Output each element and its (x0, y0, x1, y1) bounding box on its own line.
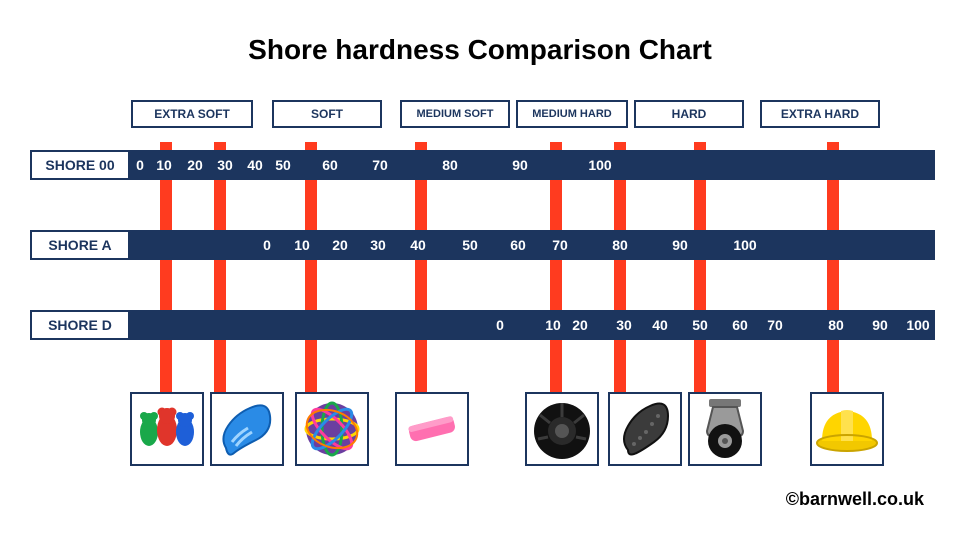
scale-tick: 30 (616, 317, 632, 333)
rubber-band-ball-icon (295, 392, 369, 466)
pencil-eraser-icon (395, 392, 469, 466)
chart-area: EXTRA SOFT SOFT MEDIUM SOFTMEDIUM HARDHARD… (0, 100, 960, 460)
scale-tick: 0 (263, 237, 271, 253)
hardness-category: MEDIUM HARD (516, 100, 628, 128)
scale-tick: 50 (462, 237, 478, 253)
scale-tick: 80 (442, 157, 458, 173)
caster-wheel-icon (688, 392, 762, 466)
scale-tick: 40 (247, 157, 263, 173)
scale-tick: 30 (370, 237, 386, 253)
shoe-sole-icon (608, 392, 682, 466)
scale-label: SHORE D (30, 310, 130, 340)
scale-tick: 20 (332, 237, 348, 253)
scale-tick: 20 (572, 317, 588, 333)
scale-band: 0 10 20 30 40 50 60 70 80 90 100 (125, 310, 935, 340)
scale-tick: 100 (733, 237, 756, 253)
scale-tick: 100 (588, 157, 611, 173)
scale-tick: 70 (767, 317, 783, 333)
scale-tick: 70 (552, 237, 568, 253)
gel-insole-icon (210, 392, 284, 466)
scale-tick: 70 (372, 157, 388, 173)
scale-tick: 80 (828, 317, 844, 333)
scale-tick: 10 (294, 237, 310, 253)
credit-text: ©barnwell.co.uk (786, 489, 924, 510)
scale-tick: 10 (545, 317, 561, 333)
hardness-category: SOFT (272, 100, 382, 128)
hardness-category: EXTRA SOFT (131, 100, 253, 128)
gummy-bears-icon (130, 392, 204, 466)
scale-tick: 60 (510, 237, 526, 253)
car-tire-icon (525, 392, 599, 466)
scale-tick: 50 (275, 157, 291, 173)
hardness-category: EXTRA HARD (760, 100, 880, 128)
scale-band: 0 10 20 30 40 50 60 70 80 90 100 (125, 150, 935, 180)
scale-tick: 40 (410, 237, 426, 253)
scale-tick: 0 (136, 157, 144, 173)
scale-tick: 20 (187, 157, 203, 173)
hardness-category: HARD (634, 100, 744, 128)
scale-tick: 10 (156, 157, 172, 173)
scale-tick: 60 (322, 157, 338, 173)
scale-band: 0 10 20 30 40 50 60 70 80 90 100 (125, 230, 935, 260)
scale-label: SHORE A (30, 230, 130, 260)
hard-hat-icon (810, 392, 884, 466)
scale-tick: 80 (612, 237, 628, 253)
scale-tick: 90 (512, 157, 528, 173)
chart-title: Shore hardness Comparison Chart (0, 34, 960, 66)
hardness-category: MEDIUM SOFT (400, 100, 510, 128)
scale-tick: 90 (872, 317, 888, 333)
scale-tick: 60 (732, 317, 748, 333)
scale-tick: 50 (692, 317, 708, 333)
scale-tick: 40 (652, 317, 668, 333)
scale-tick: 0 (496, 317, 504, 333)
scale-tick: 100 (906, 317, 929, 333)
scale-tick: 30 (217, 157, 233, 173)
scale-tick: 90 (672, 237, 688, 253)
scale-label: SHORE 00 (30, 150, 130, 180)
